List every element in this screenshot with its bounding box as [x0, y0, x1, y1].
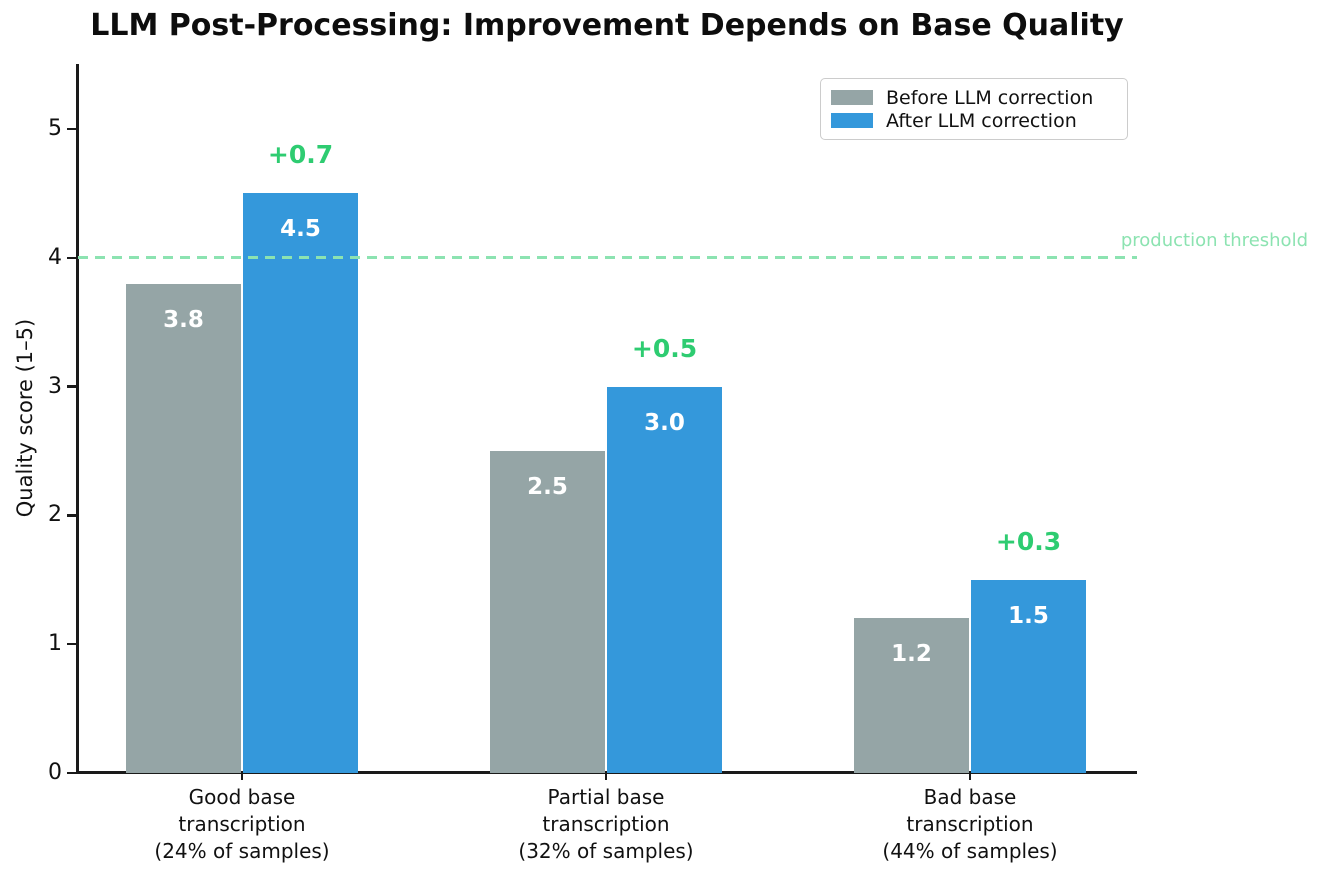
x-tick-label: Good base transcription (24% of samples): [154, 785, 330, 863]
delta-label: +0.7: [267, 140, 334, 170]
bar-after: [971, 579, 1086, 773]
legend-swatch-after: [831, 113, 873, 128]
y-tick-mark: [67, 385, 76, 388]
legend-row-after: After LLM correction: [831, 109, 1117, 132]
delta-label: +0.5: [631, 333, 698, 363]
x-tick-mark: [968, 773, 972, 780]
bar-before: [126, 283, 241, 773]
bar-value-label: 3.8: [163, 306, 204, 333]
bar-value-label: 4.5: [280, 216, 321, 243]
threshold-line: [78, 256, 1137, 260]
legend-row-before: Before LLM correction: [831, 86, 1117, 109]
bar-value-label: 1.5: [1008, 602, 1049, 629]
y-tick-label: 2: [48, 502, 62, 528]
x-tick-mark: [240, 773, 244, 780]
y-tick-label: 0: [48, 760, 62, 785]
delta-label: +0.3: [995, 526, 1062, 556]
y-tick-mark: [67, 514, 76, 517]
y-tick-mark: [67, 127, 76, 131]
y-tick-label: 1: [48, 631, 62, 657]
bar-after: [607, 386, 722, 773]
y-tick-label: 5: [48, 116, 62, 141]
bar-value-label: 2.5: [527, 474, 568, 500]
bar-before: [854, 618, 969, 773]
y-tick-mark: [67, 256, 76, 260]
x-axis-spine: [76, 771, 1137, 774]
y-tick-mark: [67, 771, 76, 775]
x-tick-label: Partial base transcription (32% of sampl…: [518, 785, 694, 863]
y-tick-mark: [67, 642, 76, 646]
bar-value-label: 1.2: [891, 641, 932, 668]
threshold-label: production threshold: [1120, 230, 1308, 251]
legend-label-before: Before LLM correction: [886, 86, 1094, 109]
chart-title: LLM Post-Processing: Improvement Depends…: [90, 8, 1124, 43]
bar-value-label: 3.0: [644, 409, 685, 436]
bar-before: [490, 451, 605, 773]
y-axis-spine: [76, 64, 79, 773]
y-tick-label: 4: [48, 244, 62, 270]
y-tick-label: 3: [48, 373, 62, 399]
legend: Before LLM correction After LLM correcti…: [820, 78, 1128, 140]
legend-label-after: After LLM correction: [886, 109, 1077, 132]
legend-swatch-before: [831, 90, 873, 105]
x-tick-mark: [604, 773, 608, 780]
bar-after: [243, 193, 358, 773]
x-tick-label: Bad base transcription (44% of samples): [882, 785, 1058, 863]
